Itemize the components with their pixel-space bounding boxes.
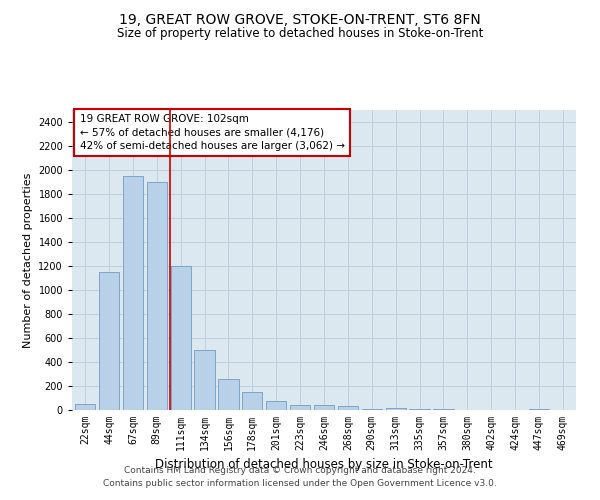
Bar: [314, 405, 334, 410]
Bar: [146, 182, 167, 410]
Y-axis label: Number of detached properties: Number of detached properties: [23, 172, 32, 348]
Bar: [290, 404, 310, 410]
Bar: [242, 392, 262, 410]
Bar: [75, 404, 95, 410]
X-axis label: Distribution of detached houses by size in Stoke-on-Trent: Distribution of detached houses by size …: [155, 458, 493, 471]
Bar: [194, 350, 215, 410]
Bar: [386, 408, 406, 410]
Bar: [338, 406, 358, 410]
Bar: [362, 409, 382, 410]
Text: Contains HM Land Registry data © Crown copyright and database right 2024.
Contai: Contains HM Land Registry data © Crown c…: [103, 466, 497, 487]
Bar: [99, 272, 119, 410]
Text: Size of property relative to detached houses in Stoke-on-Trent: Size of property relative to detached ho…: [117, 28, 483, 40]
Bar: [170, 266, 191, 410]
Text: 19 GREAT ROW GROVE: 102sqm
← 57% of detached houses are smaller (4,176)
42% of s: 19 GREAT ROW GROVE: 102sqm ← 57% of deta…: [80, 114, 344, 151]
Bar: [266, 401, 286, 410]
Bar: [123, 176, 143, 410]
Text: 19, GREAT ROW GROVE, STOKE-ON-TRENT, ST6 8FN: 19, GREAT ROW GROVE, STOKE-ON-TRENT, ST6…: [119, 12, 481, 26]
Bar: [218, 379, 239, 410]
